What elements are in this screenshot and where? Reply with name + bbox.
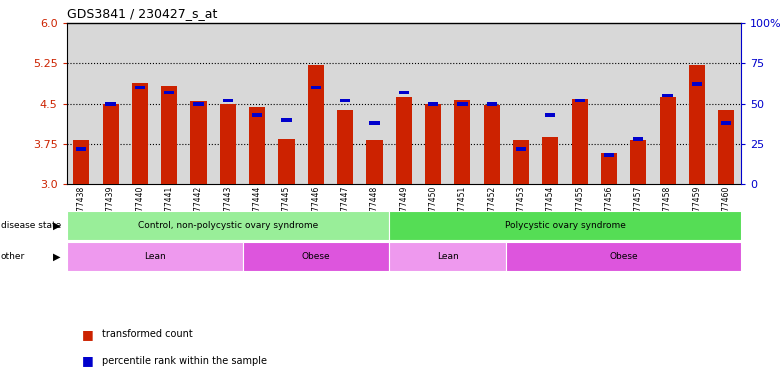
Bar xyxy=(691,83,702,86)
Bar xyxy=(162,86,177,184)
Bar xyxy=(73,140,89,184)
Bar xyxy=(513,140,529,184)
Text: Control, non-polycystic ovary syndrome: Control, non-polycystic ovary syndrome xyxy=(138,221,318,230)
Bar xyxy=(487,102,497,106)
Bar xyxy=(249,108,265,184)
Bar xyxy=(545,113,555,117)
Bar xyxy=(103,104,118,184)
Bar xyxy=(67,211,389,240)
Text: other: other xyxy=(1,252,25,261)
Bar xyxy=(220,104,236,184)
Bar xyxy=(484,105,499,184)
Bar xyxy=(689,65,705,184)
Bar xyxy=(281,118,292,122)
Text: transformed count: transformed count xyxy=(102,329,193,339)
Bar xyxy=(543,137,558,184)
Bar xyxy=(278,139,295,184)
Bar xyxy=(106,102,116,106)
Bar xyxy=(369,121,379,125)
Bar xyxy=(604,154,614,157)
Bar xyxy=(457,102,467,106)
Text: Obese: Obese xyxy=(609,252,638,261)
Bar xyxy=(67,242,242,271)
Bar xyxy=(718,110,735,184)
Text: ■: ■ xyxy=(82,354,94,367)
Bar xyxy=(252,113,263,117)
Bar xyxy=(506,242,741,271)
Bar xyxy=(340,99,350,103)
Bar xyxy=(164,91,174,94)
Bar xyxy=(337,110,353,184)
Bar xyxy=(721,121,731,125)
Bar xyxy=(242,242,389,271)
Bar xyxy=(454,100,470,184)
Bar xyxy=(601,153,617,184)
Bar xyxy=(572,99,588,184)
Bar xyxy=(659,97,676,184)
Bar xyxy=(389,211,741,240)
Bar xyxy=(76,147,86,151)
Bar xyxy=(132,83,148,184)
Bar xyxy=(575,99,585,103)
Text: Polycystic ovary syndrome: Polycystic ovary syndrome xyxy=(505,221,626,230)
Text: disease state: disease state xyxy=(1,221,61,230)
Text: Obese: Obese xyxy=(302,252,330,261)
Bar xyxy=(425,104,441,184)
Bar xyxy=(633,137,644,141)
Bar xyxy=(135,86,145,89)
Text: Lean: Lean xyxy=(143,252,165,261)
Bar xyxy=(223,99,233,103)
Text: GDS3841 / 230427_s_at: GDS3841 / 230427_s_at xyxy=(67,7,217,20)
Bar xyxy=(428,102,438,106)
Bar xyxy=(191,101,207,184)
Text: percentile rank within the sample: percentile rank within the sample xyxy=(102,356,267,366)
Bar xyxy=(630,140,646,184)
Bar xyxy=(516,147,526,151)
Bar xyxy=(398,91,409,94)
Text: ■: ■ xyxy=(82,328,94,341)
Bar xyxy=(310,86,321,89)
Bar xyxy=(389,242,506,271)
Bar xyxy=(366,140,383,184)
Bar xyxy=(194,102,204,106)
Text: ▶: ▶ xyxy=(53,220,60,231)
Text: Lean: Lean xyxy=(437,252,459,261)
Bar xyxy=(396,97,412,184)
Text: ▶: ▶ xyxy=(53,251,60,262)
Bar xyxy=(308,65,324,184)
Bar xyxy=(662,94,673,98)
